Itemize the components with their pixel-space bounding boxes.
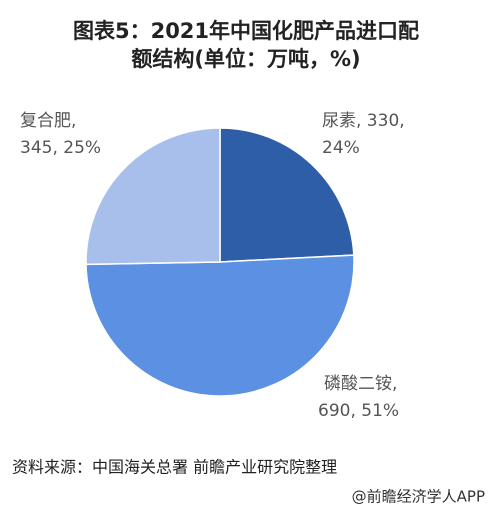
slice-label: 690, 51% xyxy=(318,401,399,421)
slice-label: 尿素, 330, xyxy=(322,111,405,131)
pie-slice xyxy=(219,127,355,263)
pie-slice xyxy=(85,254,355,397)
chart-title: 额结构(单位：万吨，%) xyxy=(131,47,360,71)
chart-title: 图表5：2021年中国化肥产品进口配 xyxy=(73,19,419,43)
pie-slice xyxy=(85,127,221,266)
watermark: @前瞻经济学人APP xyxy=(352,488,485,506)
slice-label: 345, 25% xyxy=(20,138,101,158)
source: 资料来源：中国海关总署 前瞻产业研究院整理 xyxy=(12,458,337,477)
slice-label: 磷酸二铵, xyxy=(324,374,397,394)
slice-label: 24% xyxy=(322,138,360,158)
slice-label: 复合肥, xyxy=(20,111,76,131)
